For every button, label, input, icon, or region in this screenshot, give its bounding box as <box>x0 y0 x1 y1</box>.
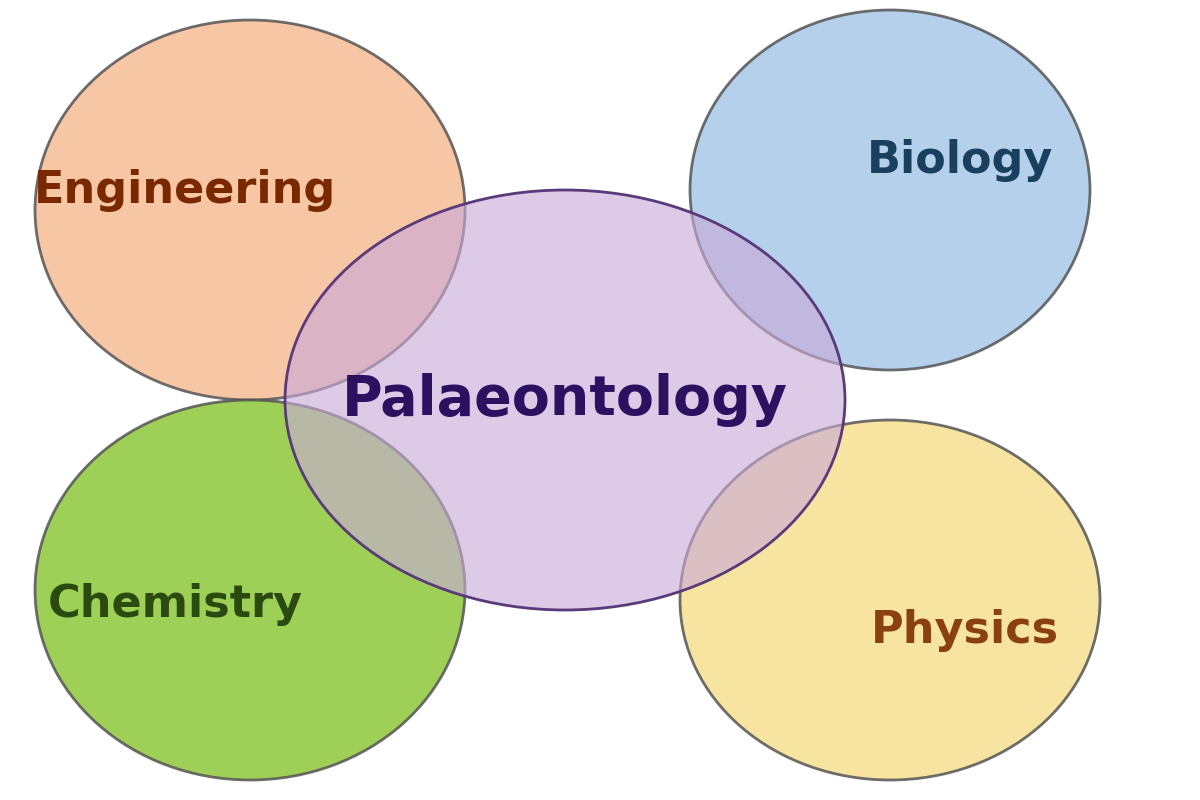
Ellipse shape <box>680 420 1100 780</box>
Text: Physics: Physics <box>871 609 1060 651</box>
Ellipse shape <box>35 400 466 780</box>
Text: Palaeontology: Palaeontology <box>342 373 788 427</box>
Text: Chemistry: Chemistry <box>48 583 302 626</box>
Ellipse shape <box>286 190 845 610</box>
Text: Biology: Biology <box>866 138 1054 182</box>
Text: Engineering: Engineering <box>34 169 336 211</box>
Ellipse shape <box>35 20 466 400</box>
Ellipse shape <box>690 10 1090 370</box>
